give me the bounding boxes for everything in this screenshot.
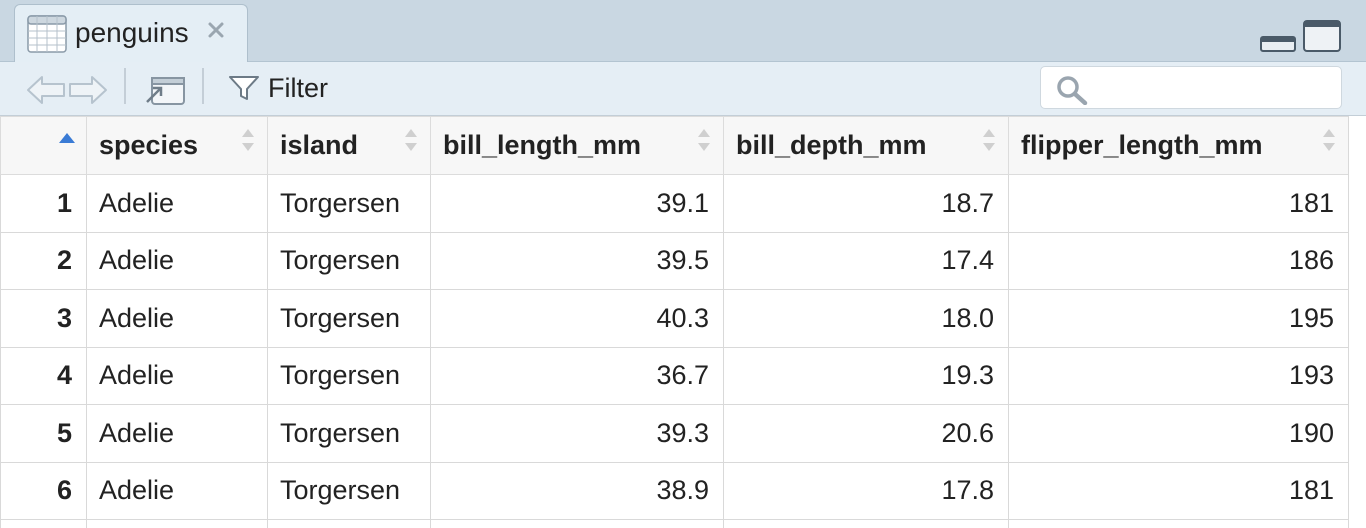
row-number: 4 [0, 346, 87, 405]
cell-species: Adelie [86, 289, 268, 348]
cell-bill-depth: 17.8 [723, 461, 1009, 520]
back-arrow-icon[interactable] [26, 74, 66, 106]
cell-flipper-length: 195 [1008, 289, 1349, 348]
cell-flipper-length: 181 [1008, 174, 1349, 233]
column-header-label: bill_depth_mm [736, 130, 927, 160]
row-number-header[interactable] [0, 116, 87, 175]
filter-label: Filter [268, 72, 328, 103]
cell-flipper-length: 181 [1008, 461, 1349, 520]
filter-button[interactable]: Filter [226, 68, 328, 108]
row-number [0, 519, 87, 528]
search-box[interactable] [1040, 66, 1342, 109]
column-header-flipper-length[interactable]: flipper_length_mm [1008, 116, 1349, 175]
cell-bill-length: 39.1 [430, 174, 724, 233]
cell-island: Torgersen [267, 461, 431, 520]
sort-toggle-icon [983, 129, 995, 151]
search-icon [1057, 76, 1088, 105]
tab-penguins[interactable]: penguins [14, 4, 248, 63]
sort-toggle-icon [698, 129, 710, 151]
cell-species: Adelie [86, 231, 268, 290]
table-row: 3 Adelie Torgersen 40.3 18.0 195 [0, 289, 1349, 348]
column-header-label: bill_length_mm [443, 130, 642, 160]
minimize-pane-icon[interactable] [1260, 36, 1296, 52]
close-icon[interactable] [205, 19, 227, 41]
forward-arrow-icon[interactable] [68, 74, 108, 106]
cell-flipper-length: 186 [1008, 231, 1349, 290]
header-row: species island bill_length_mm bill_depth… [0, 116, 1349, 175]
table-row: 5 Adelie Torgersen 39.3 20.6 190 [0, 404, 1349, 463]
data-grid: species island bill_length_mm bill_depth… [0, 116, 1366, 528]
cell-bill-depth: 17.4 [723, 231, 1009, 290]
tab-title: penguins [75, 17, 189, 48]
table-row [0, 519, 1349, 528]
sort-ascending-icon [59, 133, 75, 143]
popout-window-icon[interactable] [144, 74, 186, 106]
row-number: 2 [0, 231, 87, 290]
cell-species: Adelie [86, 461, 268, 520]
row-number: 3 [0, 289, 87, 348]
column-header-bill-depth[interactable]: bill_depth_mm [723, 116, 1009, 175]
cell-bill-depth: 20.6 [723, 404, 1009, 463]
cell-flipper-length: 190 [1008, 404, 1349, 463]
column-header-label: island [280, 130, 359, 160]
cell-island: Torgersen [267, 231, 431, 290]
cell-bill-depth: 19.3 [723, 346, 1009, 405]
cell-species: Adelie [86, 404, 268, 463]
cell-bill-length: 39.5 [430, 231, 724, 290]
cell-species: Adelie [86, 174, 268, 233]
cell-bill-length: 36.7 [430, 346, 724, 405]
cell-bill-length: 40.3 [430, 289, 724, 348]
cell-species [86, 519, 268, 528]
sort-toggle-icon [1323, 129, 1335, 151]
column-header-label: flipper_length_mm [1021, 130, 1263, 160]
grid-right-edge [1348, 116, 1366, 528]
toolbar-divider [202, 68, 204, 104]
table-row: 4 Adelie Torgersen 36.7 19.3 193 [0, 346, 1349, 405]
data-table: species island bill_length_mm bill_depth… [0, 116, 1349, 528]
cell-flipper-length: 193 [1008, 346, 1349, 405]
row-number: 5 [0, 404, 87, 463]
cell-flipper-length [1008, 519, 1349, 528]
row-number: 6 [0, 461, 87, 520]
toolbar: Filter [0, 62, 1366, 116]
cell-bill-length: 39.3 [430, 404, 724, 463]
row-number: 1 [0, 174, 87, 233]
column-header-bill-length[interactable]: bill_length_mm [430, 116, 724, 175]
filter-funnel-icon [229, 76, 259, 100]
search-input[interactable] [1093, 71, 1333, 105]
table-row: 2 Adelie Torgersen 39.5 17.4 186 [0, 231, 1349, 290]
cell-bill-length: 38.9 [430, 461, 724, 520]
cell-bill-depth: 18.7 [723, 174, 1009, 233]
sort-toggle-icon [242, 129, 254, 151]
cell-bill-length [430, 519, 724, 528]
cell-island [267, 519, 431, 528]
table-row: 6 Adelie Torgersen 38.9 17.8 181 [0, 461, 1349, 520]
column-header-label: species [99, 130, 199, 160]
column-header-species[interactable]: species [86, 116, 268, 175]
cell-bill-depth: 18.0 [723, 289, 1009, 348]
sort-toggle-icon [405, 129, 417, 151]
tab-strip: penguins [0, 0, 1366, 63]
cell-island: Torgersen [267, 174, 431, 233]
maximize-pane-icon[interactable] [1303, 20, 1341, 52]
cell-species: Adelie [86, 346, 268, 405]
cell-island: Torgersen [267, 404, 431, 463]
table-grid-icon [27, 15, 67, 53]
cell-bill-depth [723, 519, 1009, 528]
column-header-island[interactable]: island [267, 116, 431, 175]
toolbar-divider [124, 68, 126, 104]
table-row: 1 Adelie Torgersen 39.1 18.7 181 [0, 174, 1349, 233]
cell-island: Torgersen [267, 289, 431, 348]
cell-island: Torgersen [267, 346, 431, 405]
